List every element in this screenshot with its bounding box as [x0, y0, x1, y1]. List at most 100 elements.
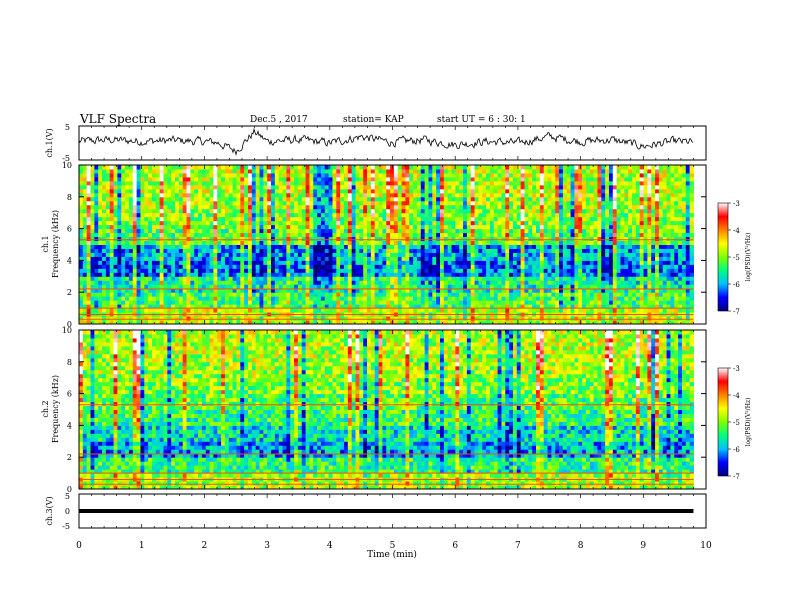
spectrogram-cell — [674, 228, 679, 234]
spectrogram-cell — [539, 268, 545, 273]
spectrogram-cell — [397, 252, 403, 257]
spectrogram-cell — [86, 308, 92, 313]
spectrogram-cell — [367, 240, 372, 245]
spectrogram-cell — [213, 320, 218, 324]
spectrogram-cell — [662, 232, 668, 238]
spectrogram-cell — [313, 252, 318, 257]
spectrogram-cell — [505, 232, 510, 238]
spectrogram-cell — [555, 272, 560, 277]
spectrogram-cell — [651, 276, 656, 281]
spectrogram-cell — [240, 252, 245, 257]
spectrogram-cell — [497, 320, 502, 324]
spectrogram-cell — [236, 268, 241, 273]
spectrogram-cell — [393, 248, 399, 253]
spectrogram-cell — [593, 296, 598, 301]
spectrogram-cell — [501, 244, 506, 249]
spectrogram-cell — [643, 268, 648, 273]
spectrogram-cell — [232, 212, 237, 218]
spectrogram-cell — [397, 240, 403, 245]
spectrogram-cell — [163, 272, 168, 277]
spectrogram-cell — [570, 292, 575, 297]
spectrogram-cell — [244, 284, 249, 289]
spectrogram-cell — [171, 236, 176, 242]
spectrogram-cell — [201, 268, 207, 273]
spectrogram-cell — [555, 208, 560, 214]
spectrogram-cell — [451, 228, 456, 234]
spectrogram-cell — [405, 320, 410, 324]
spectrogram-cell — [332, 256, 337, 261]
spectrogram-cell — [382, 296, 387, 301]
spectrogram-cell — [117, 276, 122, 281]
spectrogram-cell — [201, 228, 207, 234]
spectrogram-cell — [79, 320, 84, 324]
spectrogram-cell — [601, 280, 606, 285]
spectrogram-cell — [163, 204, 168, 210]
spectrogram-cell — [681, 276, 687, 281]
spectrogram-cell — [670, 308, 675, 313]
spectrogram-cell — [267, 232, 272, 238]
spectrogram-cell — [209, 316, 214, 321]
spectrogram-cell — [278, 292, 284, 297]
spectrogram-cell — [678, 284, 683, 289]
spectrogram-cell — [674, 232, 679, 238]
spectrogram-cell — [175, 208, 180, 214]
spectrogram-cell — [340, 224, 345, 230]
spectrogram-cell — [121, 212, 126, 218]
spectrogram-cell — [194, 284, 199, 289]
spectrogram-cell — [132, 288, 138, 293]
spectrogram-cell — [224, 304, 230, 309]
spectrogram-cell — [267, 292, 272, 297]
spectrogram-cell — [589, 200, 595, 206]
figure-title: VLF Spectra — [79, 112, 156, 126]
spectrogram-cell — [370, 300, 376, 305]
spectrogram-cell — [125, 304, 130, 309]
spectrogram-cell — [432, 224, 437, 230]
spectrogram-cell — [655, 320, 660, 324]
spectrogram-cell — [443, 252, 449, 257]
spectrogram-cell — [539, 224, 545, 230]
spectrogram-cell — [217, 244, 222, 249]
spectrogram-cell — [274, 216, 280, 222]
spectrogram-cell — [205, 228, 211, 234]
spectrogram-cell — [666, 228, 671, 234]
spectrogram-cell — [651, 208, 656, 214]
spectrogram-cell — [155, 272, 161, 277]
spectrogram-cell — [536, 304, 541, 309]
spectrogram-cell — [470, 208, 476, 214]
spectrogram-cell — [86, 280, 92, 285]
spectrogram-cell — [582, 236, 587, 242]
spectrogram-cell — [662, 252, 668, 257]
spectrogram-cell — [547, 236, 552, 242]
spectrogram-cell — [666, 304, 671, 309]
spectrogram-cell — [151, 240, 157, 245]
spectrogram-cell — [340, 304, 345, 309]
spectrogram-cell — [397, 244, 403, 249]
spectrogram-cell — [90, 260, 95, 265]
spectrogram-cell — [509, 204, 514, 210]
spectrogram-cell — [136, 248, 141, 253]
spectrogram-cell — [171, 200, 176, 206]
spectrogram-cell — [616, 300, 621, 305]
spectrogram-cell — [516, 264, 522, 269]
spectrogram-cell — [416, 272, 422, 277]
spectrogram-cell — [359, 300, 364, 305]
spectrogram-cell — [236, 308, 241, 313]
spectrogram-cell — [443, 300, 449, 305]
spectrogram-cell — [524, 244, 529, 249]
spectrogram-cell — [328, 272, 333, 277]
spectrogram-cell — [443, 320, 449, 324]
spectrogram-cell — [125, 196, 130, 202]
spectrogram-cell — [324, 320, 330, 324]
spectrogram-cell — [608, 304, 614, 309]
spectrogram-cell — [267, 304, 272, 309]
spectrogram-cell — [416, 268, 422, 273]
spectrogram-cell — [217, 200, 222, 206]
spectrogram-cell — [378, 228, 383, 234]
spectrogram-cell — [240, 236, 245, 242]
spectrogram-cell — [313, 240, 318, 245]
spectrogram-cell — [497, 288, 502, 293]
spectrogram-cell — [163, 260, 168, 265]
spectrogram-cell — [128, 308, 134, 313]
spectrogram-cell — [482, 204, 487, 210]
spectrogram-cell — [82, 272, 88, 277]
